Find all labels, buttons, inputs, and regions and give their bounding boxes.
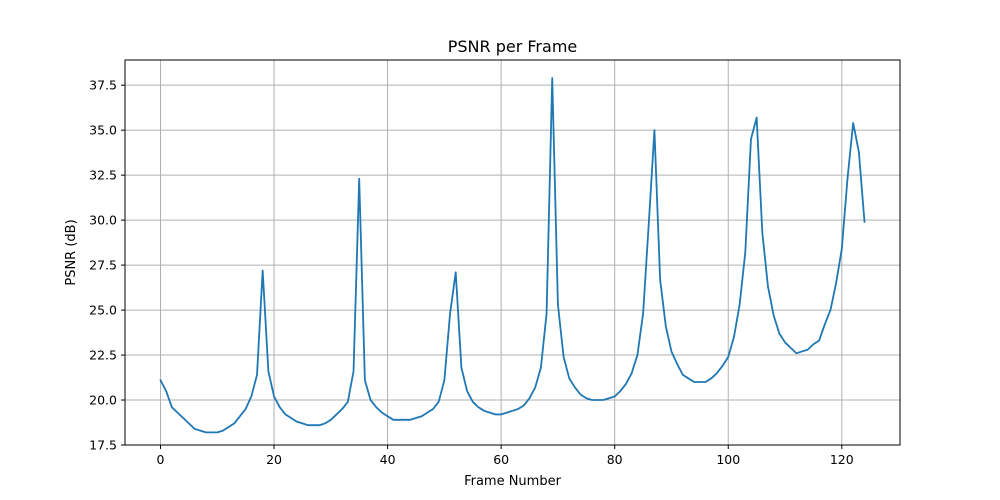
psnr-series-line [159,77,866,434]
ticks: 0 20 40 60 80 100 120 17.5 20.0 22.5 25.0 27.5 30.0 3… [89,78,854,467]
plot-frame [124,59,901,446]
y-axis-label: PSNR (dB) [64,219,79,285]
grid [125,60,900,446]
y-tick-label: 35.0 [89,123,117,138]
x-tick-label: 40 [380,452,396,467]
y-tick-label: 20.0 [89,393,117,408]
y-tick-label: 30.0 [89,213,117,228]
series-layer [159,77,866,434]
x-tick-label: 80 [607,452,623,467]
x-tick-label: 120 [830,452,854,467]
y-tick-label: 25.0 [89,303,117,318]
x-tick-label: 100 [716,452,740,467]
x-tick-label: 20 [266,452,282,467]
x-tick-label: 60 [493,452,509,467]
x-axis-label: Frame Number [464,474,562,489]
y-tick-label: 27.5 [89,258,117,273]
y-tick-label: 32.5 [89,168,117,183]
y-tick-label: 37.5 [89,78,117,93]
y-tick-label: 17.5 [89,438,117,453]
chart-title: PSNR per Frame [448,37,578,56]
y-tick-label: 22.5 [89,348,117,363]
x-tick-label: 0 [157,452,165,467]
